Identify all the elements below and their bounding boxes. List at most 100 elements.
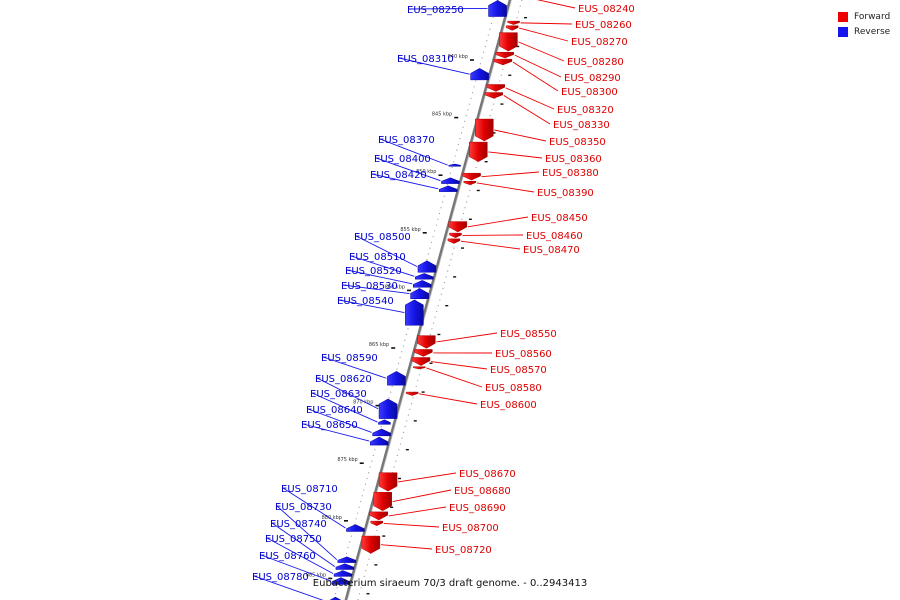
minor-tick — [482, 51, 485, 53]
gene-label[interactable]: EUS_08260 — [575, 20, 632, 31]
gene-label[interactable]: EUS_08360 — [545, 154, 602, 165]
gene-eus-08670[interactable] — [378, 472, 398, 492]
minor-tick — [516, 17, 518, 19]
gene-eus-08620[interactable] — [378, 398, 398, 419]
gene-label[interactable]: EUS_08420 — [370, 170, 427, 181]
minor-tick — [404, 426, 406, 428]
gene-label[interactable]: EUS_08780 — [252, 572, 309, 583]
gene-eus-08640[interactable] — [372, 428, 391, 437]
gene-eus-08710[interactable] — [346, 524, 365, 532]
gene-label[interactable]: EUS_08330 — [553, 120, 610, 131]
gene-label[interactable]: EUS_08620 — [315, 374, 372, 385]
gene-label[interactable]: EUS_08540 — [337, 296, 394, 307]
gene-label[interactable]: EUS_08520 — [345, 266, 402, 277]
gene-eus-08280[interactable] — [499, 32, 518, 52]
gene-eus-08420[interactable] — [438, 185, 458, 192]
gene-eus-08750[interactable] — [333, 570, 353, 577]
gene-eus-08390[interactable] — [463, 181, 477, 185]
gene-eus-08530[interactable] — [410, 288, 429, 300]
gene-label[interactable]: EUS_08760 — [259, 551, 316, 562]
gene-eus-08260[interactable] — [507, 20, 520, 25]
gene-label[interactable]: EUS_08370 — [378, 135, 435, 146]
gene-eus-08500[interactable] — [417, 260, 437, 273]
gene-eus-08510[interactable] — [415, 273, 434, 280]
gene-eus-08400[interactable] — [441, 177, 460, 184]
gene-label[interactable]: EUS_08570 — [490, 365, 547, 376]
gene-label[interactable]: EUS_08390 — [537, 188, 594, 199]
gene-label[interactable]: EUS_08470 — [523, 245, 580, 256]
gene-eus-08360[interactable] — [469, 141, 488, 162]
gene-eus-08300[interactable] — [493, 58, 513, 66]
gene-eus-08370[interactable] — [448, 163, 461, 167]
gene-eus-08780[interactable] — [326, 596, 344, 600]
gene-eus-08290[interactable] — [495, 51, 515, 59]
gene-label[interactable]: EUS_08650 — [301, 420, 358, 431]
gene-label[interactable]: EUS_08550 — [500, 329, 557, 340]
gene-eus-08330[interactable] — [484, 92, 504, 99]
gene-label[interactable]: EUS_08290 — [564, 73, 621, 84]
gene-label[interactable]: EUS_08250 — [407, 5, 464, 16]
gene-eus-08460[interactable] — [449, 232, 462, 238]
gene-label[interactable]: EUS_08270 — [571, 37, 628, 48]
gene-label[interactable]: EUS_08720 — [435, 545, 492, 556]
gene-eus-08630[interactable] — [378, 419, 391, 425]
gene-label[interactable]: EUS_08580 — [485, 383, 542, 394]
gene-label[interactable]: EUS_08700 — [442, 523, 499, 534]
gene-label[interactable]: EUS_08300 — [561, 87, 618, 98]
gene-eus-08550[interactable] — [417, 335, 436, 349]
gene-label[interactable]: EUS_08560 — [495, 349, 552, 360]
gene-label[interactable]: EUS_08280 — [567, 57, 624, 68]
gene-eus-08580[interactable] — [412, 366, 426, 370]
gene-label[interactable]: EUS_08750 — [265, 534, 322, 545]
gene-label[interactable]: EUS_08710 — [281, 484, 338, 495]
gene-label[interactable]: EUS_08310 — [397, 54, 454, 65]
gene-label[interactable]: EUS_08640 — [306, 405, 363, 416]
gene-eus-08740[interactable] — [335, 563, 355, 570]
gene-eus-08250[interactable] — [488, 0, 507, 17]
gene-label[interactable]: EUS_08630 — [310, 389, 367, 400]
gene-eus-08320[interactable] — [486, 84, 506, 92]
gene-eus-08520[interactable] — [412, 280, 432, 288]
gene-label[interactable]: EUS_08380 — [542, 168, 599, 179]
gene-eus-08270[interactable] — [505, 25, 519, 31]
gene-label[interactable]: EUS_08730 — [275, 502, 332, 513]
gene-eus-08760[interactable] — [331, 577, 351, 585]
gene-eus-08380[interactable] — [462, 172, 481, 181]
gene-eus-08700[interactable] — [370, 520, 383, 526]
gene-label[interactable]: EUS_08500 — [354, 232, 411, 243]
gene-label[interactable]: EUS_08510 — [349, 252, 406, 263]
gene-label[interactable]: EUS_08680 — [454, 486, 511, 497]
leader-eus-08350 — [494, 129, 547, 142]
leader-eus-08380 — [481, 171, 540, 178]
gene-label[interactable]: EUS_08600 — [480, 400, 537, 411]
leader-eus-08370 — [379, 138, 448, 166]
gene-label[interactable]: EUS_08350 — [549, 137, 606, 148]
gene-eus-08720[interactable] — [361, 535, 381, 554]
gene-label[interactable]: EUS_08590 — [321, 353, 378, 364]
legend-label-forward: Forward — [854, 11, 891, 22]
gene-eus-08560[interactable] — [414, 349, 433, 357]
gene-label[interactable]: EUS_08400 — [374, 154, 431, 165]
gene-eus-08650[interactable] — [369, 436, 389, 446]
gene-eus-08690[interactable] — [369, 511, 389, 521]
gene-eus-08470[interactable] — [447, 238, 461, 244]
gene-label[interactable]: EUS_08740 — [270, 519, 327, 530]
gene-eus-08450[interactable] — [448, 221, 468, 233]
gene-eus-08570[interactable] — [411, 357, 431, 366]
gene-label[interactable]: EUS_08530 — [341, 281, 398, 292]
gene-label[interactable]: EUS_08240 — [578, 4, 635, 15]
minor-tick — [429, 333, 431, 336]
gene-label[interactable]: EUS_08460 — [526, 231, 583, 242]
gene-eus-08680[interactable] — [373, 492, 392, 512]
minor-tick — [462, 212, 465, 215]
gene-eus-08310[interactable] — [470, 68, 489, 81]
gene-eus-08730[interactable] — [337, 556, 357, 563]
gene-eus-08540[interactable] — [405, 299, 424, 326]
gene-label[interactable]: EUS_08670 — [459, 469, 516, 480]
gene-label[interactable]: EUS_08320 — [557, 105, 614, 116]
gene-label[interactable]: EUS_08690 — [449, 503, 506, 514]
gene-eus-08600[interactable] — [405, 391, 419, 396]
gene-label[interactable]: EUS_08450 — [531, 213, 588, 224]
gene-eus-08590[interactable] — [387, 371, 406, 386]
gene-eus-08350[interactable] — [475, 118, 494, 142]
